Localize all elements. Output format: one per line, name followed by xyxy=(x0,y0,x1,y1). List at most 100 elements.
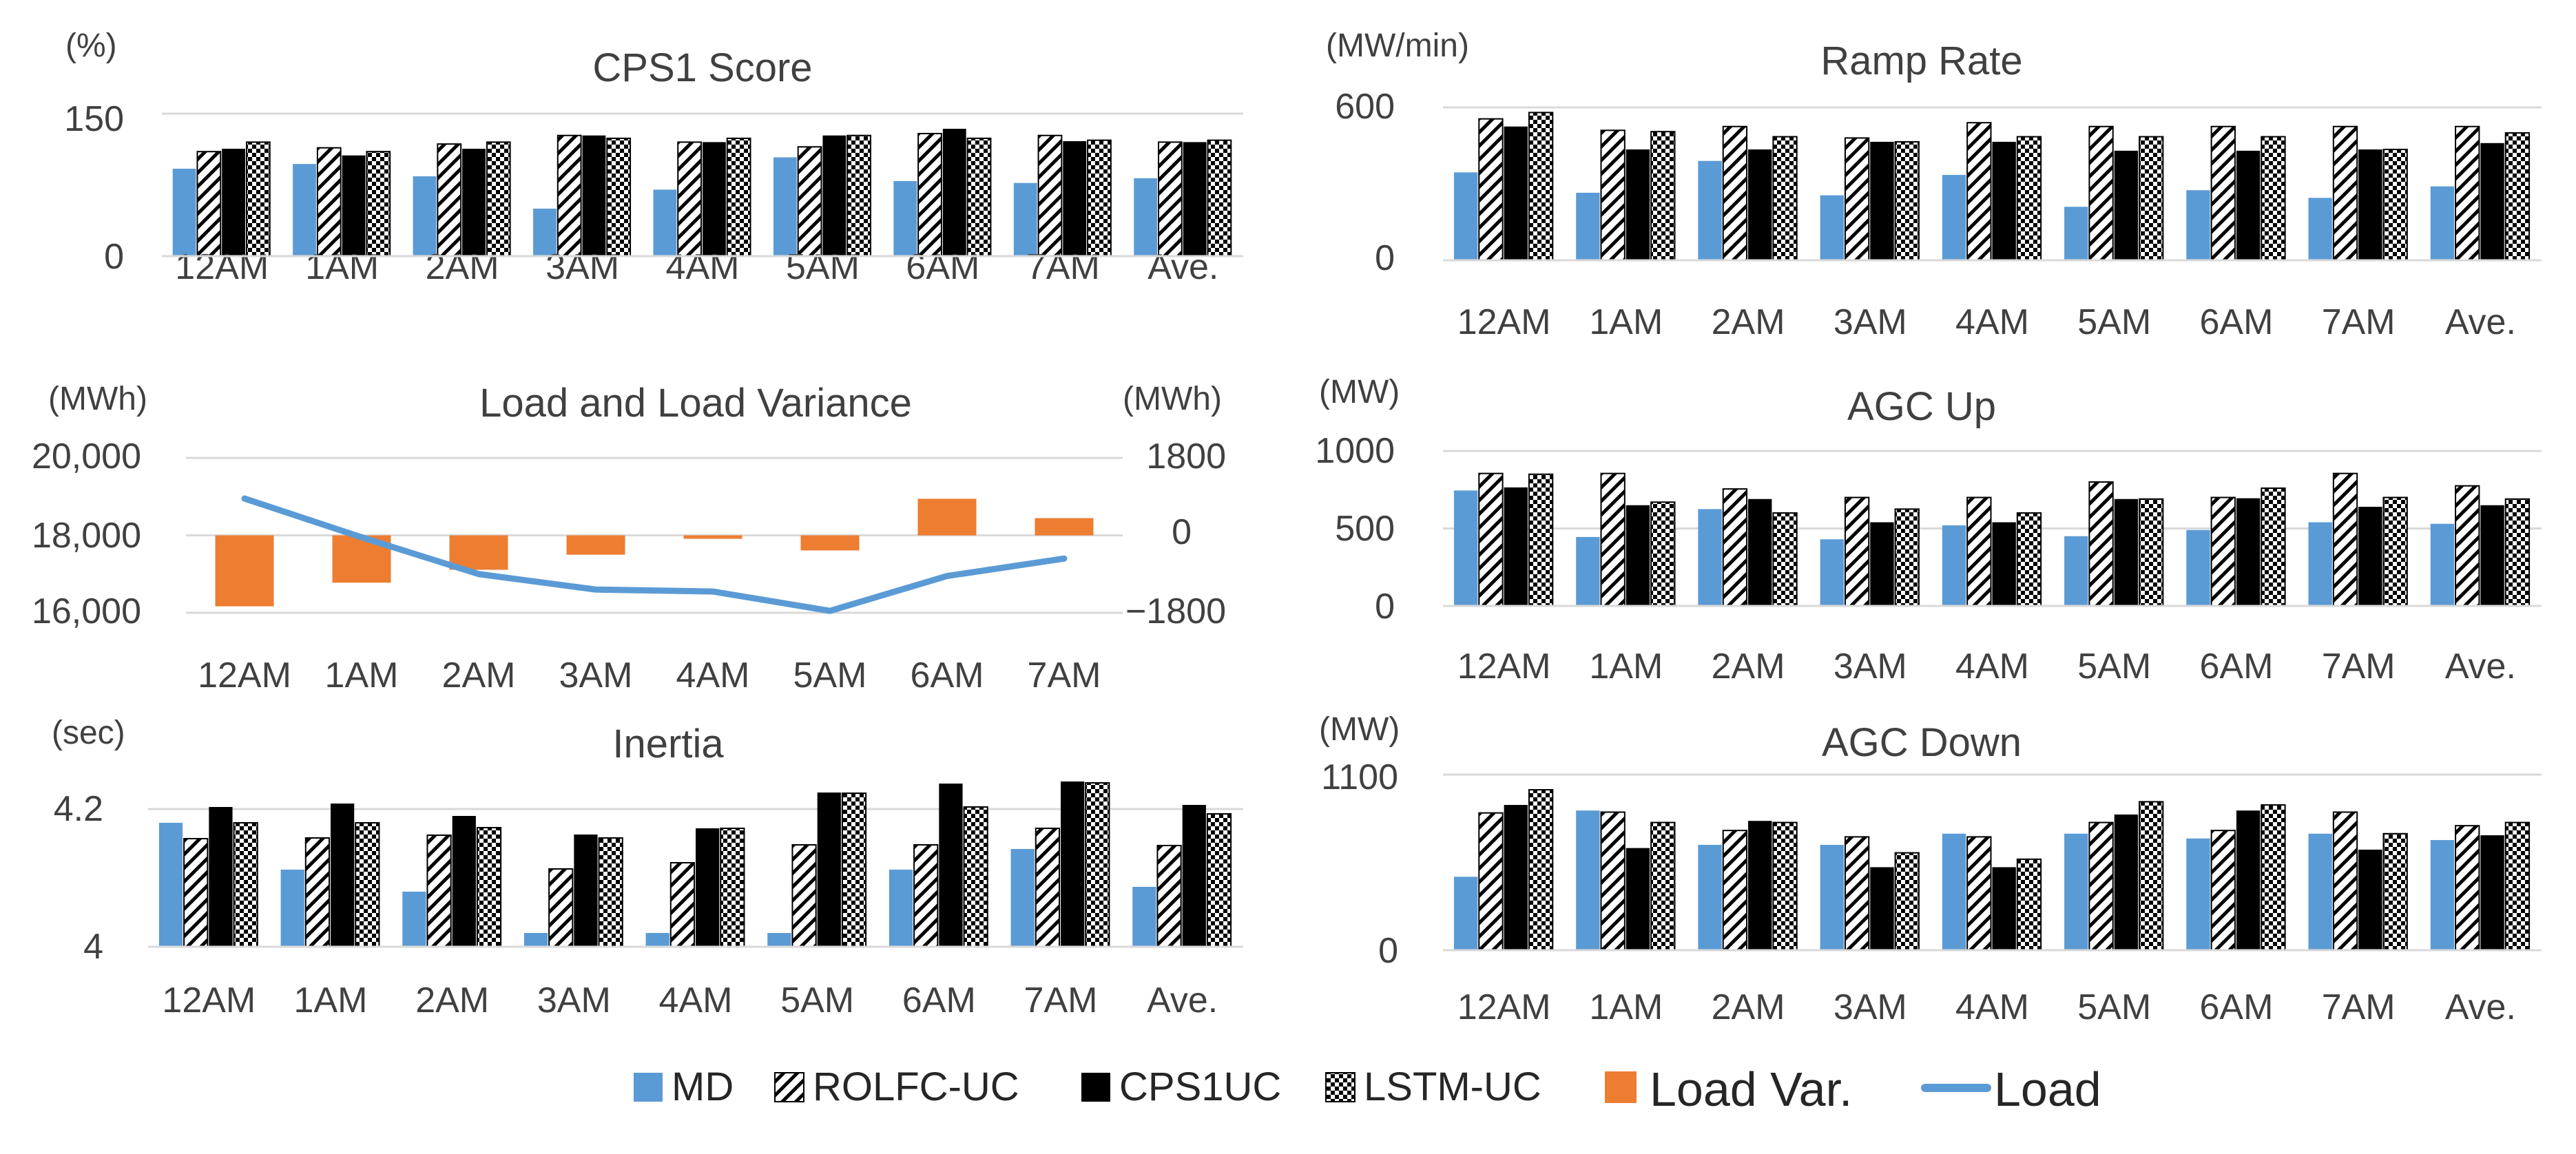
bar-md xyxy=(1132,887,1156,947)
bar-load-var xyxy=(215,535,274,607)
x-tick-label: 4AM xyxy=(1955,987,2029,1027)
bar-md xyxy=(523,933,548,947)
y-axis-unit: (MW) xyxy=(1319,374,1400,410)
bar-lstm-uc xyxy=(1207,139,1232,257)
bar-cps1uc xyxy=(1992,867,2016,950)
bar-rolfc-uc xyxy=(1844,836,1870,951)
bar-md xyxy=(2186,529,2210,606)
bar-lstm-uc xyxy=(1772,136,1798,261)
bar-cps1uc xyxy=(209,807,233,947)
y-axis-unit: (sec) xyxy=(52,715,125,751)
bar-cps1uc xyxy=(1182,805,1206,947)
bar-lstm-uc xyxy=(2016,136,2042,261)
bar-lstm-uc xyxy=(366,151,391,257)
bar-md xyxy=(767,933,791,947)
bar-cps1uc xyxy=(574,835,598,947)
bar-md xyxy=(1576,192,1600,260)
bar-rolfc-uc xyxy=(2088,125,2114,261)
x-tick-label: 4AM xyxy=(676,655,750,695)
bar-md xyxy=(1453,490,1478,606)
bar-rolfc-uc xyxy=(316,147,342,257)
x-tick-label: Ave. xyxy=(2445,302,2516,342)
bar-cps1uc xyxy=(1504,126,1528,260)
ramp-rate-chart: Ramp Rate (MW/min) 600 0 12AM 1AM 2AM 3AM 4A… xyxy=(1326,28,2542,342)
load-variance-chart: Load and Load Variance (MWh) (MWh) 20,00… xyxy=(32,381,1226,695)
y-axis-unit: (MW/min) xyxy=(1326,28,1469,64)
legend-swatch-rolfc-uc xyxy=(774,1072,804,1102)
bar-rolfc-uc xyxy=(2332,125,2358,261)
y-tick-label: 600 xyxy=(1335,87,1395,127)
agc-down-chart: AGC Down (MW) 1100 0 12AM 1AM 2AM 3AM 4AM 5AM… xyxy=(1319,711,2542,1027)
bar-md xyxy=(172,169,196,256)
bar-rolfc-uc xyxy=(1037,134,1063,257)
bar-rolfc-uc xyxy=(426,835,452,947)
x-tick-label: 2AM xyxy=(1712,647,1785,686)
x-tick-label: 6AM xyxy=(2199,987,2273,1027)
bar-rolfc-uc xyxy=(797,146,822,257)
legend-item-md: MD xyxy=(634,1064,734,1109)
bar-cps1uc xyxy=(2358,149,2382,260)
bar-md xyxy=(653,189,677,256)
bar-lstm-uc xyxy=(846,134,871,257)
bar-cps1uc xyxy=(331,804,355,947)
bar-rolfc-uc xyxy=(2210,496,2236,607)
bar-cps1uc xyxy=(1504,487,1528,606)
x-tick-label: 1AM xyxy=(1589,302,1663,342)
legend-label: MD xyxy=(672,1064,734,1109)
bar-lstm-uc xyxy=(476,827,502,947)
bar-rolfc-uc xyxy=(1600,129,1625,261)
bar-lstm-uc xyxy=(1650,501,1676,607)
bar-md xyxy=(1942,525,1966,606)
bar-lstm-uc xyxy=(1894,852,1920,952)
legend-label: LSTM-UC xyxy=(1364,1064,1541,1109)
x-tick-label: 1AM xyxy=(294,980,368,1020)
line-load xyxy=(241,495,1068,614)
bar-rolfc-uc xyxy=(2455,485,2480,607)
x-tick-label: Ave. xyxy=(2445,987,2516,1027)
bar-rolfc-uc xyxy=(1600,811,1625,952)
y-axis-unit: (MW) xyxy=(1319,711,1400,748)
bar-md xyxy=(1698,160,1722,260)
bar-cps1uc xyxy=(1992,141,2016,260)
bar-md xyxy=(645,933,669,947)
bar-lstm-uc xyxy=(355,822,380,947)
bar-rolfc-uc xyxy=(1600,472,1625,607)
bar-md xyxy=(1453,877,1478,950)
bar-lstm-uc xyxy=(726,137,751,257)
bar-lstm-uc xyxy=(2016,512,2042,607)
x-tick-label: 12AM xyxy=(1457,987,1551,1027)
bar-cps1uc xyxy=(2236,150,2261,260)
bar-cps1uc xyxy=(1870,141,1894,260)
bar-rolfc-uc xyxy=(1478,118,1504,261)
bar-md xyxy=(2308,833,2332,950)
x-tick-label: 1AM xyxy=(1589,987,1663,1027)
bar-md xyxy=(158,823,183,947)
bar-md xyxy=(2430,523,2455,606)
chart-title: Load and Load Variance xyxy=(479,381,912,426)
bar-cps1uc xyxy=(942,129,966,256)
x-tick-label: 7AM xyxy=(1026,247,1100,287)
x-tick-label: 7AM xyxy=(2322,647,2396,686)
bar-cps1uc xyxy=(2114,814,2139,950)
bar-md xyxy=(1453,172,1478,260)
bar-lstm-uc xyxy=(2504,821,2531,951)
y-tick-label: 0 xyxy=(1375,238,1395,278)
bar-lstm-uc xyxy=(245,141,271,257)
bar-lstm-uc xyxy=(1650,821,1676,951)
bar-md xyxy=(1820,845,1844,950)
legend-item-load: Load xyxy=(1921,1062,2101,1116)
bar-cps1uc xyxy=(703,142,726,256)
x-tick-label: 6AM xyxy=(2199,647,2273,686)
bar-cps1uc xyxy=(1061,781,1085,947)
bar-cps1uc xyxy=(2480,143,2504,260)
bar-rolfc-uc xyxy=(1966,836,1992,951)
bar-cps1uc xyxy=(1748,499,1772,606)
bar-load-var xyxy=(917,499,977,536)
y-tick-label: 1000 xyxy=(1315,431,1395,471)
x-tick-label: Ave. xyxy=(1147,980,1218,1020)
x-tick-label: 5AM xyxy=(2077,987,2151,1027)
legend-item-cps1uc: CPS1UC xyxy=(1081,1064,1281,1109)
bar-lstm-uc xyxy=(841,793,867,947)
legend-label: Load xyxy=(1994,1062,2101,1116)
bar-lstm-uc xyxy=(2016,858,2042,952)
